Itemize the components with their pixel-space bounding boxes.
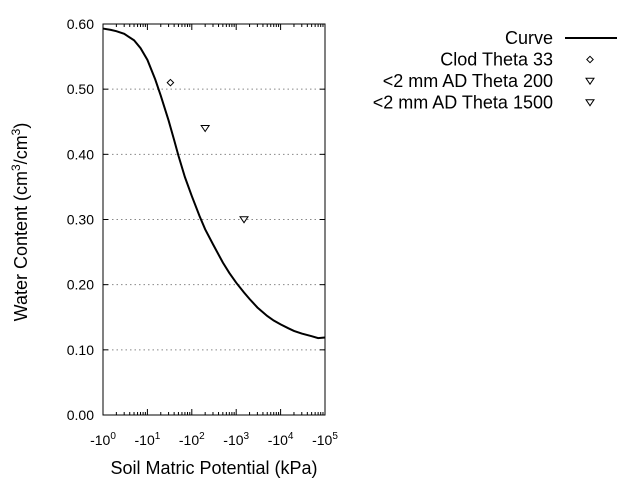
y-axis-label-mid: /cm [11,135,31,164]
y-axis-label: Water Content (cm3/cm3) [9,123,31,322]
x-tick-label-base: -10 [90,432,110,448]
y-axis-label-sup2: 3 [9,128,23,135]
x-tick-label: -103 [223,431,249,448]
y-tick-label: 0.60 [67,16,94,32]
x-tick-label-exp: 4 [288,431,294,442]
legend-label: Curve [505,28,553,48]
x-tick-labels: -100 -101 -102 -103 -104 -105 [90,431,338,448]
legend-label: <2 mm AD Theta 200 [383,71,553,91]
legend-marker-triangle-down [585,99,595,107]
x-tick-label: -104 [268,431,294,448]
x-tick-label: -101 [135,431,161,448]
y-tick-label: 0.20 [67,277,94,293]
data-point-diamond [166,78,175,87]
tick-layer [102,23,326,416]
x-tick-label-base: -10 [179,432,199,448]
data-point-triangle-down [200,124,211,133]
x-axis-label: Soil Matric Potential (kPa) [110,458,317,478]
x-tick-label-base: -10 [312,432,332,448]
x-tick-label-base: -10 [223,432,243,448]
x-tick-label-base: -10 [135,432,155,448]
grid-layer [103,88,325,351]
marker-layer [166,78,249,224]
y-axis-label-main: Water Content (cm [11,171,31,321]
x-tick-label: -102 [179,431,205,448]
y-tick-label: 0.00 [67,407,94,423]
x-tick-label: -100 [90,431,116,448]
y-tick-label: 0.30 [67,212,94,228]
x-tick-label-base: -10 [268,432,288,448]
y-tick-labels: 0.00 0.10 0.20 0.30 0.40 0.50 0.60 [67,16,94,423]
x-tick-label-exp: 1 [155,431,161,442]
x-tick-label-exp: 0 [110,431,116,442]
y-axis-label-end: ) [11,123,31,129]
legend-label: <2 mm AD Theta 1500 [373,93,553,113]
y-axis-label-sup1: 3 [9,164,23,171]
legend-marker-diamond [586,55,594,64]
plot-frame [102,23,326,416]
y-tick-label: 0.50 [67,81,94,97]
curve-layer [102,27,326,340]
data-point-triangle-down [239,216,249,224]
x-tick-label-exp: 5 [332,431,338,442]
y-tick-label: 0.40 [67,146,94,162]
y-tick-label: 0.10 [67,342,94,358]
legend-label: Clod Theta 33 [440,50,553,70]
x-tick-label: -105 [312,431,338,448]
curve-line [102,27,326,340]
x-tick-label-exp: 3 [244,431,250,442]
x-tick-label-exp: 2 [199,431,205,442]
legend-marker-triangle-down [585,77,595,86]
